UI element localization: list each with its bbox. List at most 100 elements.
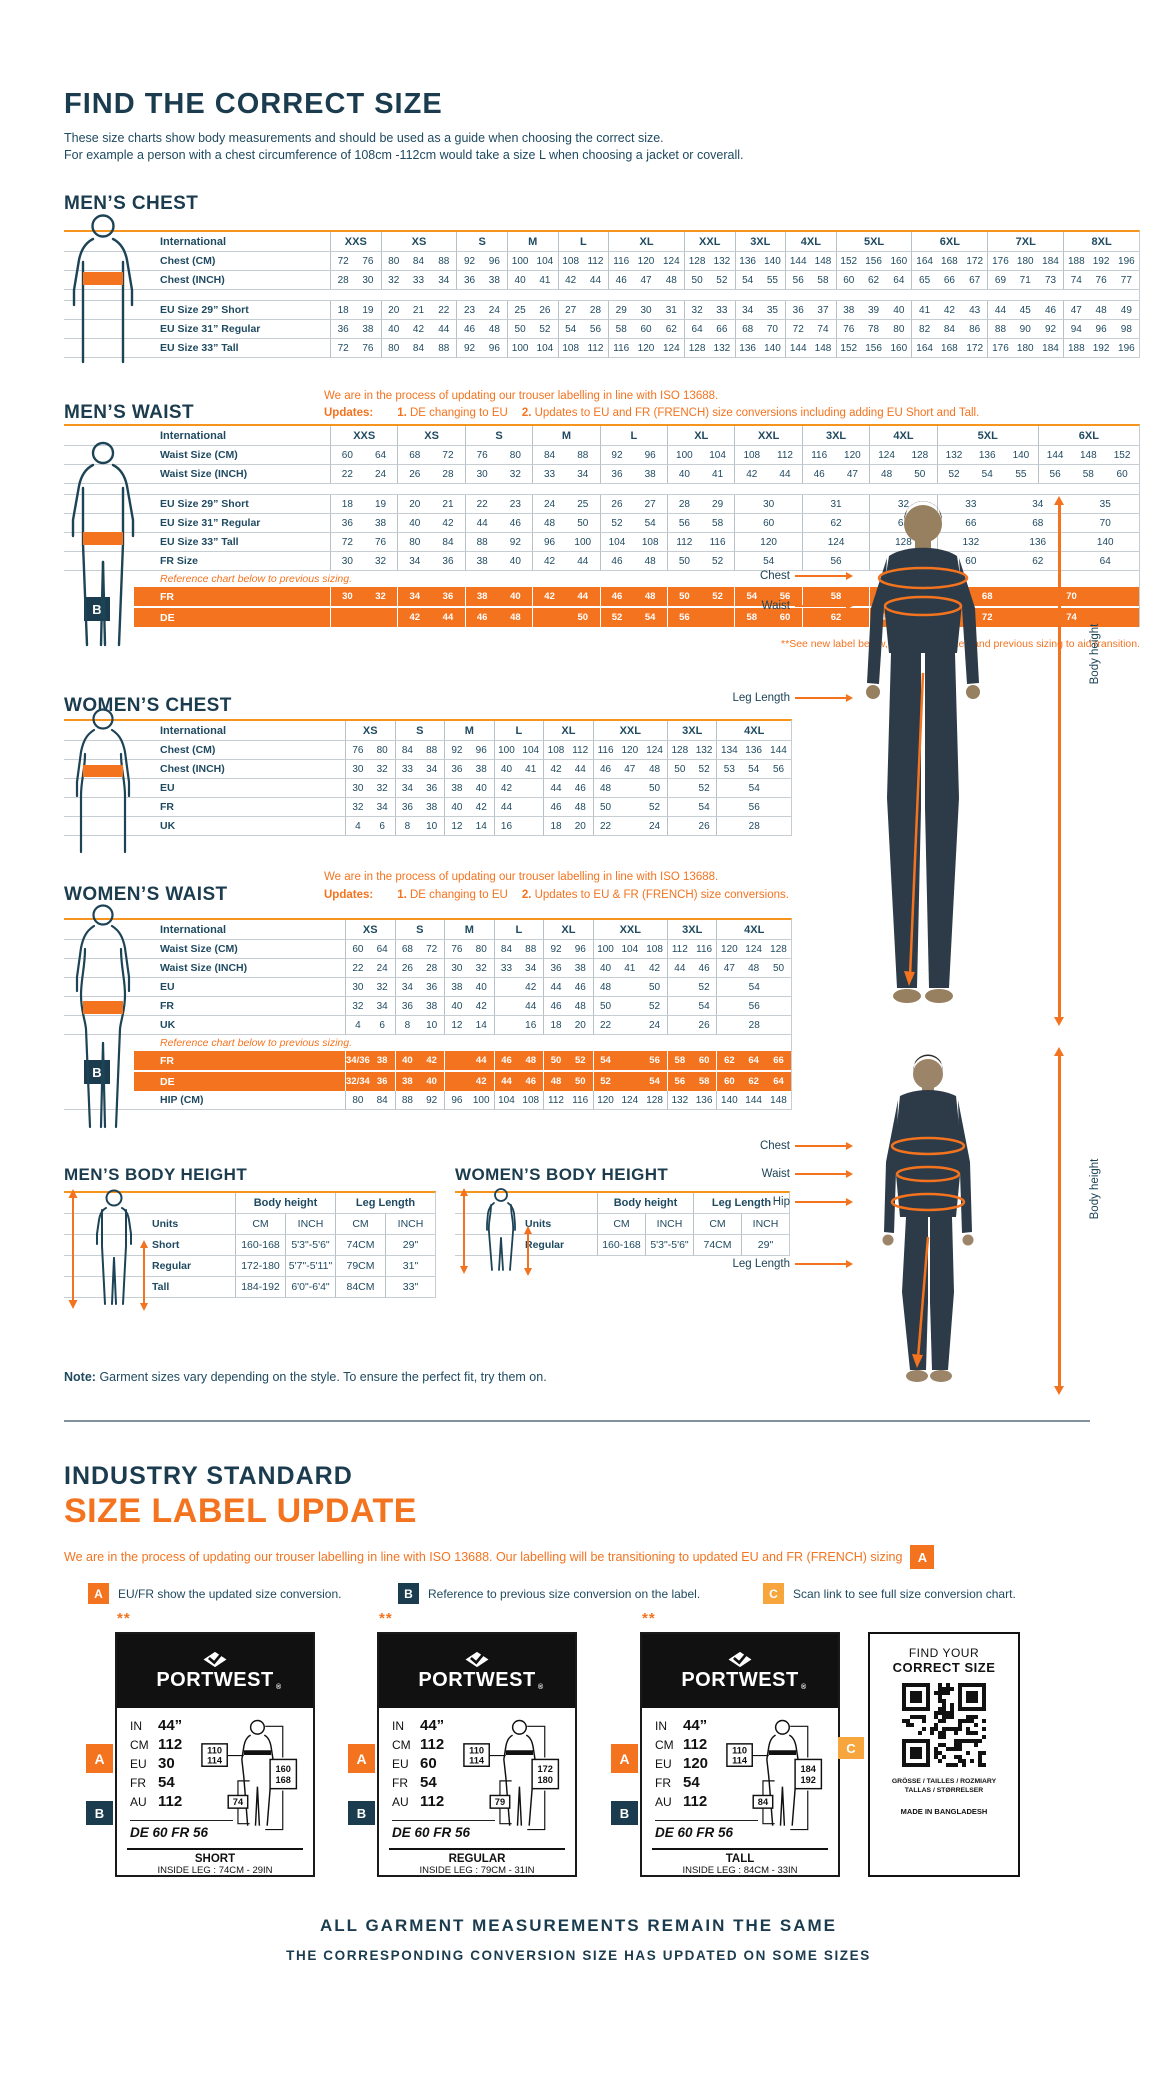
size-value-cell: 38 [369,1051,395,1070]
size-value-cell: 120 [592,1091,618,1110]
size-row: FR 54 [655,1773,708,1792]
divider-line [655,1820,758,1821]
size-value-cell: 42 [405,320,432,339]
size-value-cell: 56 [667,514,701,533]
size-value-cell: 42 [518,978,544,997]
size-value-cell: 62 [741,1070,767,1091]
size-value-cell: 32/34 [345,1070,370,1091]
size-value-cell: 54 [734,552,802,571]
iso-note: We are in the process of updating our tr… [324,871,719,883]
badge-b: B [348,1801,375,1825]
size-value-cell: 44 [543,779,568,798]
legend-text: Scan link to see full size conversion ch… [793,1586,1016,1601]
size-value-cell: 196 [1113,339,1139,358]
table-row: FR 34/36 38 40 42 44 46 48 50 52 54 56 58 60 62 64 66 [64,1051,791,1070]
size-value-cell: 38 [468,760,494,779]
row-label: EU Size 33” Tall [64,533,330,552]
size-value-cell: 72 [330,339,356,358]
size-value-cell: 67 [962,271,988,290]
size-value-cell [666,1016,692,1035]
size-value-cell: 112 [582,339,609,358]
previous-sizes: DE 60 FR 56 [130,1825,209,1840]
size-value-cell: 30 [355,271,381,290]
table-row: FR 32 34 36 38 40 42 44 46 48 50 52 54 56 [64,997,791,1016]
size-value-cell: 18 [543,1016,568,1035]
legend-item-a: A EU/FR show the updated size conversion… [88,1583,341,1604]
size-value-cell: 52 [700,552,735,571]
size-value-cell: 52 [691,760,717,779]
size-value-cell: 100 [592,940,618,959]
size-value-cell: 50 [642,978,667,997]
size-value-cell: 42 [532,587,566,606]
size-value-cell: 32 [369,978,395,997]
badge-a: A [910,1545,935,1569]
size-value-cell: 36 [444,760,469,779]
made-in-text: MADE IN BANGLADESH [900,1807,988,1816]
size-value-cell: 62 [716,1051,742,1070]
size-value-cell: 28 [716,1016,791,1035]
section-heading: WOMEN’S BODY HEIGHT [455,1165,669,1184]
size-value-cell: 52 [532,320,558,339]
size-table: International XS S M L XL XXL 3XL 4XL Waist Size … [64,918,792,1110]
size-value-cell: 164 [911,252,937,271]
size-value-cell: 168 [936,339,963,358]
size-value-cell: 86 [962,320,988,339]
size-value-cell: 32 [363,587,398,606]
size-system-label: IN [130,1718,142,1733]
size-value-cell: 88 [518,940,544,959]
size-value-cell: 36 [431,587,465,606]
height-value-cell: 84CM [335,1277,385,1298]
size-value-cell: 152 [835,339,861,358]
divider-line [652,1848,828,1850]
size-value-cell: 136 [734,339,760,358]
table-header-row: International XXS XS S M L XL XXL 3XL 4XL 5XL 6XL 7X… [64,232,1139,252]
size-value-cell: 100 [506,252,533,271]
size-value-cell [617,1070,643,1091]
size-col-header: 7XL [987,232,1064,252]
footnote-stars: ** [379,1610,393,1627]
size-row: IN 44” [392,1716,444,1735]
size-value-cell: 60 [345,940,370,959]
size-system-label: EU [130,1756,147,1771]
size-value-cell: 104 [700,446,735,465]
size-value-cell: 46 [608,271,634,290]
size-value-cell: 148 [810,252,836,271]
size-value-cell [444,1070,469,1091]
size-value-cell: 88 [394,1091,420,1110]
size-value-cell: 24 [369,959,395,978]
size-value-cell: 54 [741,760,767,779]
size-value-cell: 52 [709,271,735,290]
size-value-cell: 54 [691,997,717,1016]
woman-body-height-arrow-icon [1054,1047,1064,1395]
height-row: Tall 184-192 6'0"-6'4" 84CM 33" [64,1277,435,1298]
size-value-cell: 41 [532,271,558,290]
size-value-cell: 16 [493,817,519,836]
arrow-icon [795,1198,853,1206]
size-col-header: S [394,721,445,741]
size-value-cell: 24 [532,495,566,514]
size-value-cell: 36 [394,798,420,817]
size-value-cell: 4 [345,817,370,836]
size-value-cell: 44 [518,997,544,1016]
badge-a: A [88,1583,109,1604]
footnote-stars: ** [117,1610,131,1627]
size-value-cell: 32 [369,779,395,798]
size-row: CM 112 [130,1735,182,1754]
mens-waist-figure-icon [71,441,135,647]
size-value-cell: 53 [716,760,742,779]
row-label: FR [64,798,345,817]
size-value-cell: 100 [493,741,519,760]
size-value-cell: 42 [543,760,568,779]
size-col-header: S [456,232,507,252]
size-value-cell: 104 [617,940,643,959]
size-value-cell: 48 [741,959,767,978]
row-label: DE [64,1070,345,1091]
size-value-cell: 144 [766,741,791,760]
size-value-cell: 48 [532,514,566,533]
size-value-cell: 68 [397,446,432,465]
size-value-cell: 39 [860,301,887,320]
arrow-icon [795,572,853,580]
size-value-cell: 55 [759,271,786,290]
size-value-cell: 108 [557,339,583,358]
